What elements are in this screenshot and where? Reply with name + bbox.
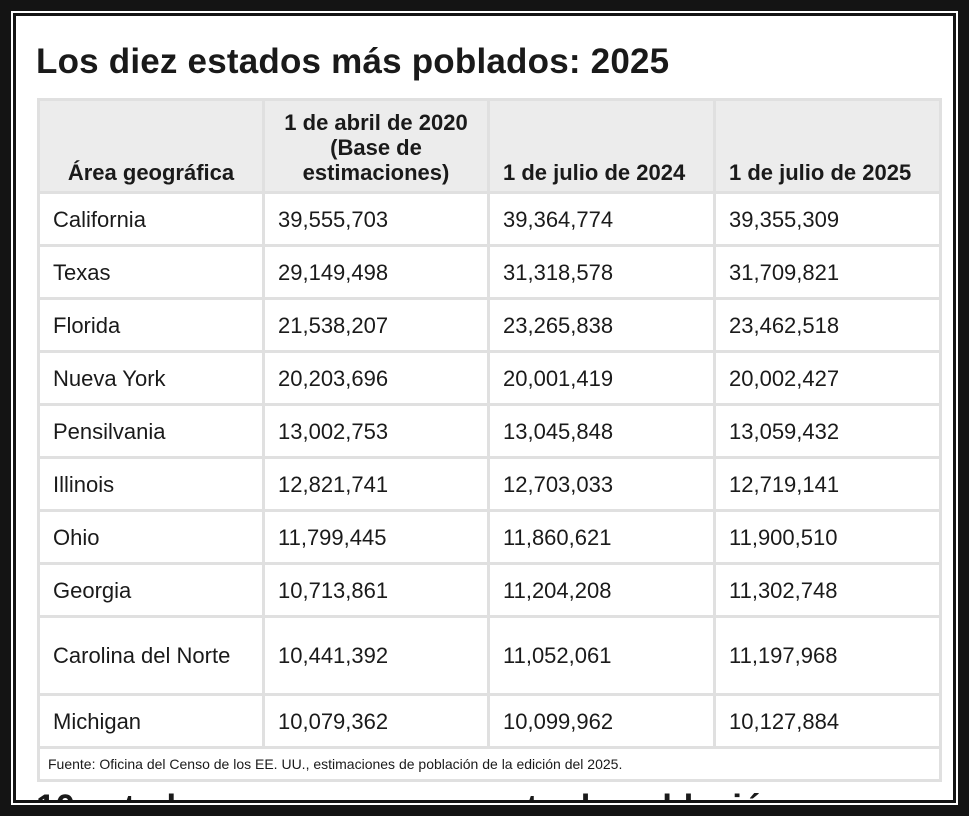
content-area: Los diez estados más poblados: 2025 Área… (16, 16, 953, 800)
population-2025-cell: 11,302,748 (713, 562, 942, 618)
population-2025-cell: 39,355,309 (713, 191, 942, 247)
table-row: Carolina del Norte 10,441,392 11,052,061… (37, 615, 942, 696)
population-2020-cell: 39,555,703 (262, 191, 490, 247)
population-2020-cell: 29,149,498 (262, 244, 490, 300)
population-2025-cell: 10,127,884 (713, 693, 942, 749)
population-2025-cell: 31,709,821 (713, 244, 942, 300)
population-2024-cell: 11,204,208 (487, 562, 716, 618)
state-name-cell: Pensilvania (37, 403, 265, 459)
table-row: Nueva York 20,203,696 20,001,419 20,002,… (37, 350, 942, 406)
population-2024-cell: 10,099,962 (487, 693, 716, 749)
state-name-cell: Florida (37, 297, 265, 353)
table-row: Ohio 11,799,445 11,860,621 11,900,510 (37, 509, 942, 565)
population-2020-cell: 10,079,362 (262, 693, 490, 749)
population-table: Área geográfica 1 de abril de 2020 (Base… (37, 98, 942, 782)
source-note: Fuente: Oficina del Censo de los EE. UU.… (37, 746, 942, 782)
state-name-cell: Georgia (37, 562, 265, 618)
header-row: Área geográfica 1 de abril de 2020 (Base… (37, 98, 942, 194)
population-2024-cell: 39,364,774 (487, 191, 716, 247)
table-row: Texas 29,149,498 31,318,578 31,709,821 (37, 244, 942, 300)
state-name-cell: Michigan (37, 693, 265, 749)
population-2025-cell: 12,719,141 (713, 456, 942, 512)
population-2020-cell: 20,203,696 (262, 350, 490, 406)
header-april-2020: 1 de abril de 2020 (Base de estimaciones… (262, 98, 490, 194)
population-2025-cell: 11,900,510 (713, 509, 942, 565)
population-2020-cell: 10,441,392 (262, 615, 490, 696)
state-name-cell: Texas (37, 244, 265, 300)
population-2024-cell: 31,318,578 (487, 244, 716, 300)
state-name-cell: Nueva York (37, 350, 265, 406)
table-row: Florida 21,538,207 23,265,838 23,462,518 (37, 297, 942, 353)
population-2024-cell: 12,703,033 (487, 456, 716, 512)
population-2024-cell: 23,265,838 (487, 297, 716, 353)
population-2024-cell: 11,860,621 (487, 509, 716, 565)
header-july-2025: 1 de julio de 2025 (713, 98, 942, 194)
table-row: Illinois 12,821,741 12,703,033 12,719,14… (37, 456, 942, 512)
table-row: Georgia 10,713,861 11,204,208 11,302,748 (37, 562, 942, 618)
population-2020-cell: 21,538,207 (262, 297, 490, 353)
population-2024-cell: 11,052,061 (487, 615, 716, 696)
population-2020-cell: 12,821,741 (262, 456, 490, 512)
state-name-cell: Ohio (37, 509, 265, 565)
page-title: Los diez estados más poblados: 2025 (36, 42, 670, 81)
state-name-cell: Carolina del Norte (37, 615, 265, 696)
source-row: Fuente: Oficina del Censo de los EE. UU.… (37, 746, 942, 782)
state-name-cell: Illinois (37, 456, 265, 512)
next-section-heading: 10 estados con mayor aumento de població… (36, 788, 785, 800)
table-row: Michigan 10,079,362 10,099,962 10,127,88… (37, 693, 942, 749)
header-geographic-area: Área geográfica (37, 98, 265, 194)
population-2020-cell: 13,002,753 (262, 403, 490, 459)
population-2025-cell: 23,462,518 (713, 297, 942, 353)
state-name-cell: California (37, 191, 265, 247)
header-july-2024: 1 de julio de 2024 (487, 98, 716, 194)
population-2024-cell: 13,045,848 (487, 403, 716, 459)
population-2025-cell: 11,197,968 (713, 615, 942, 696)
population-2020-cell: 10,713,861 (262, 562, 490, 618)
table-row: Pensilvania 13,002,753 13,045,848 13,059… (37, 403, 942, 459)
table-row: California 39,555,703 39,364,774 39,355,… (37, 191, 942, 247)
population-2025-cell: 20,002,427 (713, 350, 942, 406)
population-2025-cell: 13,059,432 (713, 403, 942, 459)
population-2024-cell: 20,001,419 (487, 350, 716, 406)
population-2020-cell: 11,799,445 (262, 509, 490, 565)
